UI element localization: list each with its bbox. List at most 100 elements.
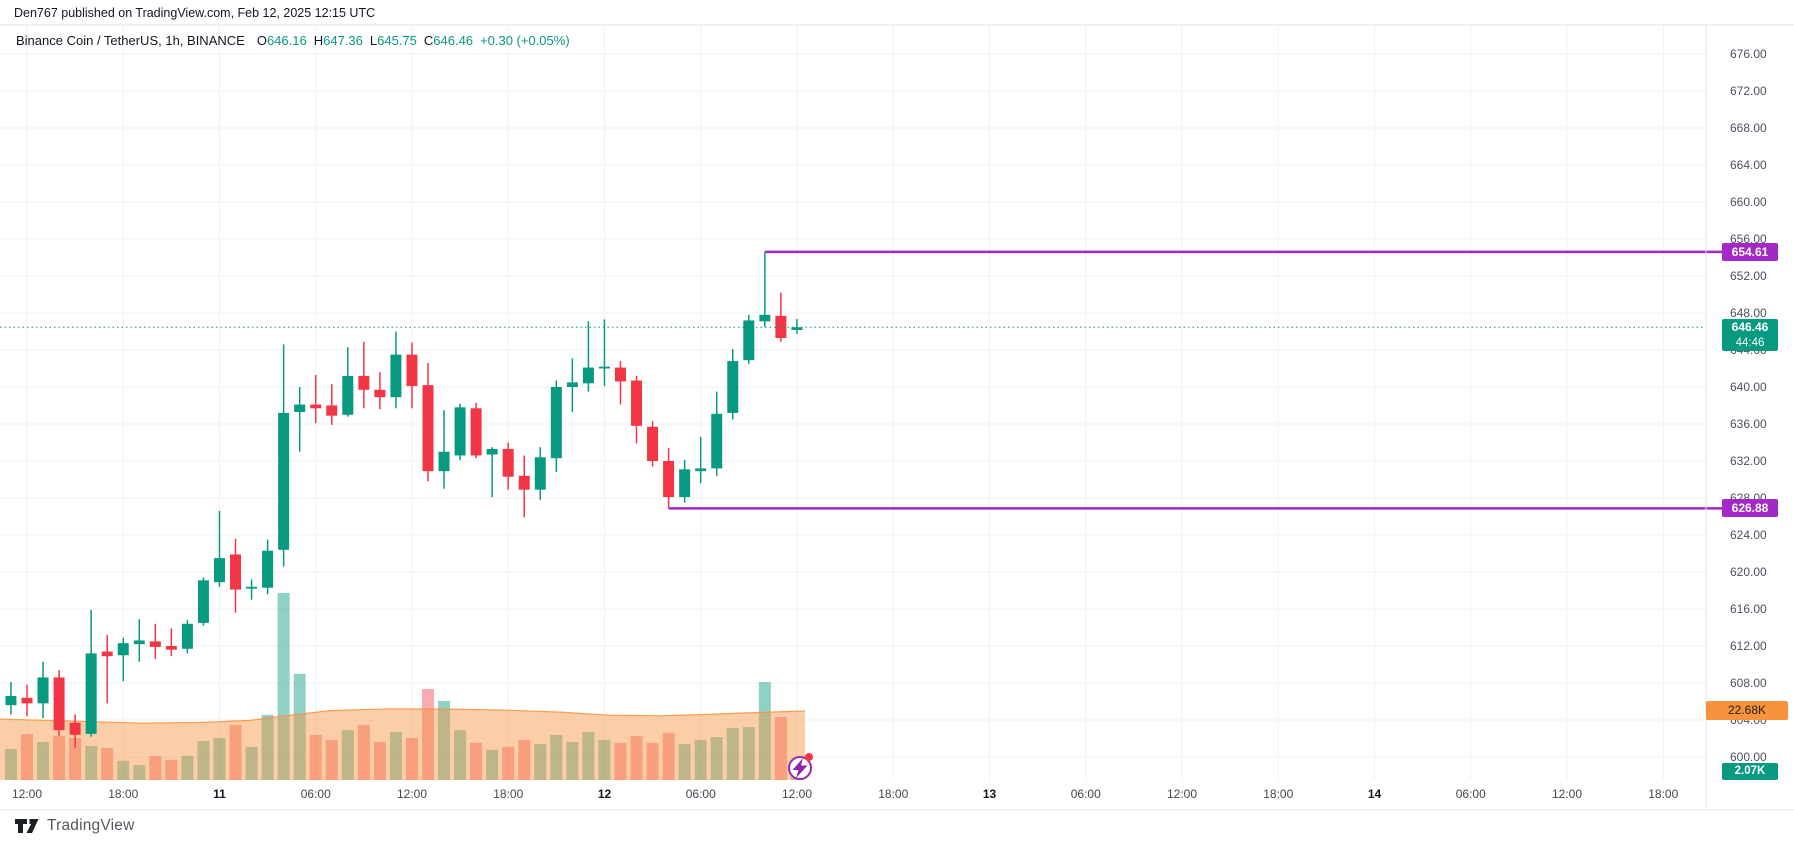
volume-bar [630,735,643,780]
price-tick-label: 640.00 [1730,380,1767,394]
volume-bar [101,748,114,780]
tradingview-watermark[interactable]: TradingView [14,817,135,835]
volume-bar [213,738,226,780]
candle-body [165,646,177,650]
time-tick-label: 12:00 [781,787,813,801]
candle-body [727,361,739,413]
volume-bar [774,717,787,780]
ohlc-o-value: O646.16 [256,33,307,48]
time-tick-day-label: 14 [1367,787,1382,801]
candle-body [598,366,610,369]
candle-body [101,651,113,657]
candle-body [582,367,594,384]
price-tick-label: 600.00 [1730,750,1767,764]
candle-body [294,404,306,412]
bar-countdown: 44:46 [1735,337,1765,349]
time-tick-label: 06:00 [1070,787,1101,801]
time-tick-label: 18:00 [1263,787,1294,801]
candle-body [550,387,562,459]
volume-bar [85,745,98,780]
candle-body [149,641,161,647]
price-tick-label: 636.00 [1730,417,1767,431]
volume-bar [710,737,723,780]
volume-bar [742,727,755,780]
ohlc-c-value: C646.46 [423,33,474,48]
volume-bar [245,746,258,780]
candle-body [759,314,771,322]
volume-bar [261,714,274,780]
price-badge-last: 646.46 44:46 [1722,319,1778,351]
volume-bar [37,741,50,780]
candle-body [342,375,354,415]
price-tick-label: 676.00 [1730,47,1767,61]
candle-body [278,412,290,550]
volume-bar [357,724,370,780]
time-tick-label: 06:00 [300,787,331,801]
candle-body [791,327,803,331]
price-badge-support: 626.88 [1722,499,1778,517]
publish-attribution: Den767 published on TradingView.com, Feb… [14,6,376,20]
price-tick-label: 668.00 [1730,121,1767,135]
price-tick-label: 632.00 [1730,454,1767,468]
volume-bar [694,739,707,780]
price-tick-label: 608.00 [1730,676,1767,690]
volume-bar [470,742,483,780]
volume-bar [534,744,547,780]
flash-icon-part [805,753,813,761]
candle-body [69,722,81,735]
volume-ma-area [0,708,805,780]
volume-bar [373,741,386,780]
volume-bar [293,673,306,780]
volume-bar [486,749,499,780]
volume-bar [566,741,579,780]
candle-body [470,408,482,456]
price-tick-label: 648.00 [1730,306,1767,320]
volume-bar [502,746,515,780]
last-price-value: 646.46 [1731,320,1769,334]
volume-bar [422,689,434,780]
candle-body [262,550,274,588]
candle-body [422,385,434,472]
volume-bar [678,744,691,780]
time-tick-label: 18:00 [878,787,909,801]
volume-bar [454,730,467,780]
volume-bar [69,738,82,780]
volume-bar [4,748,17,780]
symbol-description[interactable]: Binance Coin / TetherUS, 1h, BINANCE [16,33,245,48]
price-tick-label: 612.00 [1730,639,1767,653]
candle-body [85,653,97,734]
symbol-legend: Binance Coin / TetherUS, 1h, BINANCE O646… [16,33,570,48]
candle-body [390,354,402,398]
candle-body [518,475,530,490]
volume-current-badge: 2.07K [1722,763,1778,780]
candle-body [679,469,691,498]
price-tick-label: 624.00 [1730,528,1767,542]
time-tick-label: 12:00 [1551,787,1583,801]
candle-body [534,457,546,490]
flash-marker-icon[interactable] [788,753,813,780]
time-tick-day-label: 11 [213,787,226,801]
candle-body [21,697,33,704]
ohlc-h-value: H647.36 [313,33,363,48]
candle-body [374,389,386,398]
volume-ma-line [0,708,806,724]
candle-body [502,448,514,477]
volume-bar [582,731,595,780]
volume-bar [598,739,611,780]
time-tick-label: 18:00 [493,787,524,801]
candle-body [358,375,370,390]
candle-body [743,320,755,361]
price-tick-label: 620.00 [1730,565,1767,579]
price-tick-label: 652.00 [1730,269,1767,283]
volume-bar [229,724,242,780]
volume-bar [389,731,402,780]
ohlc-l-value: L645.75 [369,33,417,48]
price-tick-label: 672.00 [1730,84,1767,98]
volume-bar [309,734,322,780]
candle-body [406,354,418,387]
tradingview-logo-icon [15,819,39,833]
volume-bar [197,741,210,780]
price-tick-label: 616.00 [1730,602,1767,616]
time-tick-label: 18:00 [108,787,139,801]
